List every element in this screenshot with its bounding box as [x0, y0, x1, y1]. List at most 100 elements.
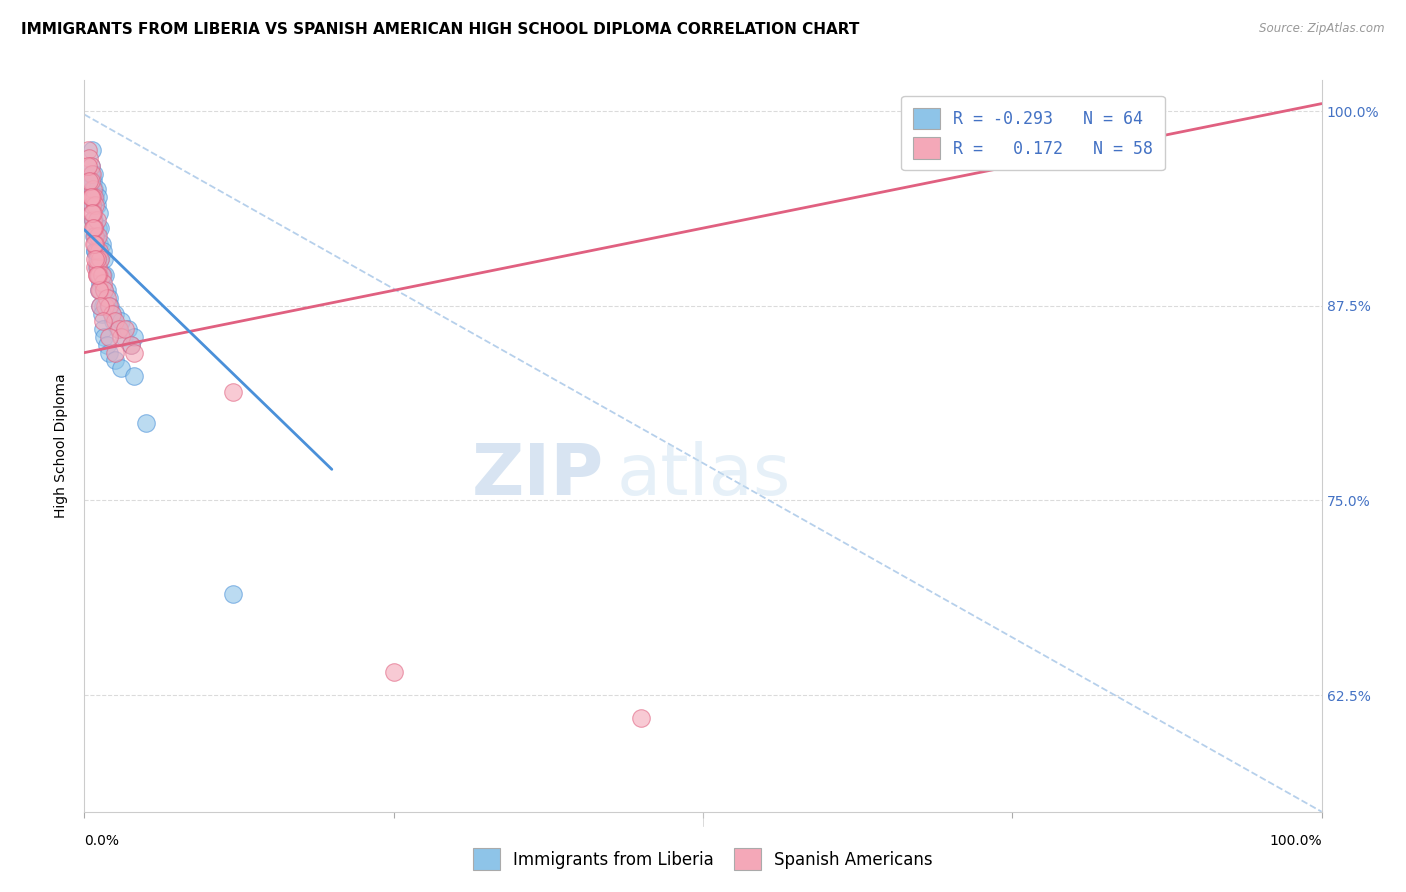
Text: Source: ZipAtlas.com: Source: ZipAtlas.com [1260, 22, 1385, 36]
Point [80, 198, 103, 212]
Point [82, 174, 104, 188]
Point [89, 299, 111, 313]
Point [86, 228, 108, 243]
Point [83, 221, 105, 235]
Text: 0.0%: 0.0% [84, 834, 120, 847]
Point [98, 299, 121, 313]
Point [87, 268, 110, 282]
Point [122, 368, 145, 383]
Point [83, 213, 105, 227]
Point [87, 228, 110, 243]
Point [82, 213, 104, 227]
Point [89, 252, 111, 267]
Point [98, 299, 121, 313]
Point [108, 322, 131, 336]
Point [87, 221, 110, 235]
Point [98, 291, 121, 305]
Point [87, 190, 110, 204]
Point [80, 167, 103, 181]
Point [89, 244, 111, 259]
Point [82, 213, 104, 227]
Point [93, 252, 115, 267]
Point [90, 307, 112, 321]
Point [79, 151, 101, 165]
Point [90, 268, 112, 282]
Text: atlas: atlas [616, 441, 790, 509]
Point [98, 330, 121, 344]
Point [91, 314, 114, 328]
Text: ZIP: ZIP [472, 441, 605, 509]
Point [87, 260, 110, 274]
Point [84, 252, 107, 267]
Legend: R = -0.293   N = 64, R =   0.172   N = 58: R = -0.293 N = 64, R = 0.172 N = 58 [901, 96, 1164, 170]
Point [104, 314, 127, 328]
Text: 100.0%: 100.0% [1270, 834, 1322, 847]
Point [91, 276, 114, 290]
Point [87, 252, 110, 267]
Point [77, 159, 100, 173]
Point [89, 205, 111, 219]
Point [91, 268, 114, 282]
Point [104, 345, 127, 359]
Point [82, 182, 104, 196]
Point [89, 284, 111, 298]
Point [91, 299, 114, 313]
Point [79, 159, 101, 173]
Point [84, 198, 107, 212]
Point [84, 228, 107, 243]
Point [117, 322, 139, 336]
Point [96, 291, 118, 305]
Point [110, 314, 132, 328]
Point [80, 144, 103, 158]
Point [120, 338, 142, 352]
Point [89, 268, 111, 282]
Point [222, 587, 245, 601]
Point [100, 307, 122, 321]
Point [80, 198, 103, 212]
Point [122, 345, 145, 359]
Point [86, 198, 108, 212]
Point [382, 665, 405, 679]
Point [79, 174, 101, 188]
Text: IMMIGRANTS FROM LIBERIA VS SPANISH AMERICAN HIGH SCHOOL DIPLOMA CORRELATION CHAR: IMMIGRANTS FROM LIBERIA VS SPANISH AMERI… [21, 22, 859, 37]
Point [135, 416, 157, 430]
Point [83, 221, 105, 235]
Point [120, 338, 142, 352]
Point [80, 182, 103, 196]
Point [83, 228, 105, 243]
Point [80, 205, 103, 219]
Point [87, 268, 110, 282]
Point [84, 190, 107, 204]
Point [90, 268, 112, 282]
Point [114, 322, 136, 336]
Point [89, 252, 111, 267]
Point [91, 322, 114, 336]
Point [110, 361, 132, 376]
Point [89, 236, 111, 251]
Point [83, 167, 105, 181]
Point [82, 221, 104, 235]
Point [101, 314, 124, 328]
Point [79, 190, 101, 204]
Point [86, 252, 108, 267]
Legend: Immigrants from Liberia, Spanish Americans: Immigrants from Liberia, Spanish America… [467, 842, 939, 877]
Point [93, 284, 115, 298]
Point [98, 345, 121, 359]
Point [79, 174, 101, 188]
Point [91, 244, 114, 259]
Point [94, 268, 117, 282]
Point [79, 167, 101, 181]
Point [83, 182, 105, 196]
Point [110, 330, 132, 344]
Point [77, 144, 100, 158]
Point [82, 198, 104, 212]
Point [96, 338, 118, 352]
Point [83, 190, 105, 204]
Point [86, 182, 108, 196]
Point [83, 236, 105, 251]
Point [100, 307, 122, 321]
Point [86, 268, 108, 282]
Point [79, 159, 101, 173]
Point [89, 299, 111, 313]
Point [122, 330, 145, 344]
